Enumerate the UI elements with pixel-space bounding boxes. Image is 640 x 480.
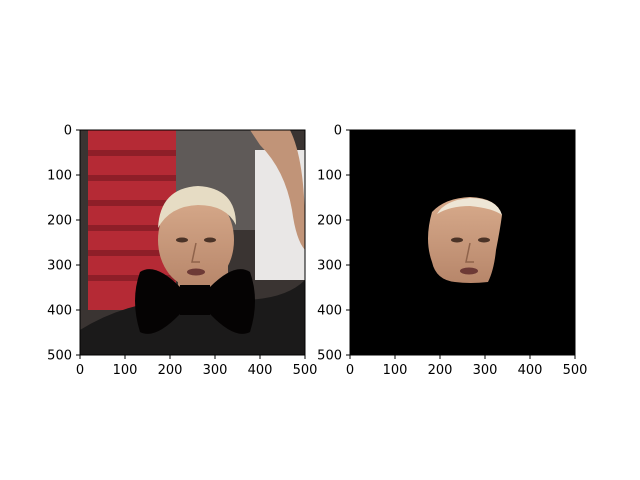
left-y-axis: 0 100 200 300 400 500: [47, 124, 80, 364]
left-y-tick-label: 300: [47, 259, 72, 274]
right-y-tick-label: 100: [317, 169, 342, 184]
left-y-tick-label: 100: [47, 169, 72, 184]
right-y-tick-label: 0: [334, 124, 342, 139]
right-y-axis: 0 100 200 300 400 500: [317, 124, 350, 364]
right-axes-frame: [349, 129, 576, 356]
right-x-tick-label: 0: [346, 363, 354, 378]
original-image: [80, 130, 305, 355]
left-x-axis: 0 100 200 300 400 500: [76, 355, 318, 378]
left-y-tick-label: 400: [47, 304, 72, 319]
left-x-tick-label: 500: [293, 363, 318, 378]
right-x-tick-label: 300: [473, 363, 498, 378]
right-y-tick-label: 200: [317, 214, 342, 229]
left-axes-frame: [79, 129, 306, 356]
right-x-tick-label: 100: [383, 363, 408, 378]
left-x-tick-label: 300: [203, 363, 228, 378]
right-y-tick-label: 400: [317, 304, 342, 319]
right-y-tick-label: 500: [317, 349, 342, 364]
right-x-axis: 0 100 200 300 400 500: [346, 355, 588, 378]
left-y-tick-label: 200: [47, 214, 72, 229]
segmented-image-panel: 0 100 200 300 400 500 0 100 200 300 400 500: [317, 124, 587, 379]
right-y-tick-label: 300: [317, 259, 342, 274]
left-y-tick-label: 0: [64, 124, 72, 139]
left-x-tick-label: 100: [113, 363, 138, 378]
right-x-tick-label: 400: [518, 363, 543, 378]
right-x-tick-label: 500: [563, 363, 588, 378]
left-x-tick-label: 400: [248, 363, 273, 378]
left-x-tick-label: 200: [158, 363, 183, 378]
left-x-tick-label: 0: [76, 363, 84, 378]
original-image-panel: 0 100 200 300 400 500 0 100 200 300 400 500: [47, 124, 317, 379]
segmented-image: [350, 130, 575, 355]
right-x-tick-label: 200: [428, 363, 453, 378]
bow-tie-mask: [135, 269, 255, 334]
left-y-tick-label: 500: [47, 349, 72, 364]
